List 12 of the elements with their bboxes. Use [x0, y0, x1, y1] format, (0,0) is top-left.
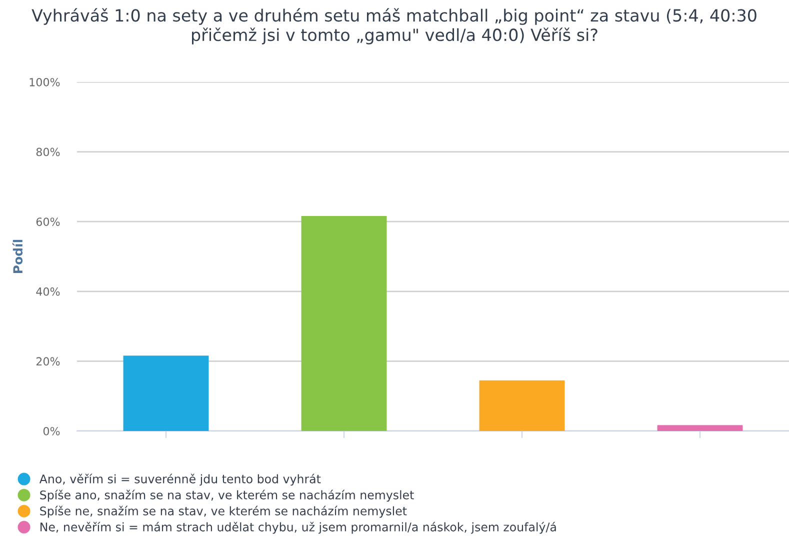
y-tick-label: 60%	[36, 218, 60, 226]
legend-label: Spíše ne, snažím se na stav, ve kterém se nacházím nemyslet	[40, 506, 407, 518]
y-tick-label: 20%	[36, 357, 60, 366]
legend-label: Ne, nevěřím si = mám strach udělat chybu, už jsem promarnil/a náskok, jsem zoufalý/á	[40, 522, 556, 534]
y-tick-label: 0%	[43, 426, 60, 436]
legend-label: Spíše ano, snažím se na stav, ve kterém se nacházím nemyslet	[40, 490, 414, 502]
y-axis-title: Podíl	[12, 240, 23, 273]
chart-title: Vyhráváš 1:0 na sety a ve druhém setu máš matchball „big point“ za stavu (5:4, 40:30 přičemž jsi v tomto „gamu" vedl/a 40:0) Věříš si?	[32, 8, 756, 44]
y-tick-label: 40%	[36, 287, 60, 296]
legend-label: Ano, věřím si = suverénně jdu tento bod vyhrát	[39, 474, 321, 486]
y-tick-label: 100%	[30, 78, 60, 86]
y-tick-label: 80%	[36, 148, 60, 156]
